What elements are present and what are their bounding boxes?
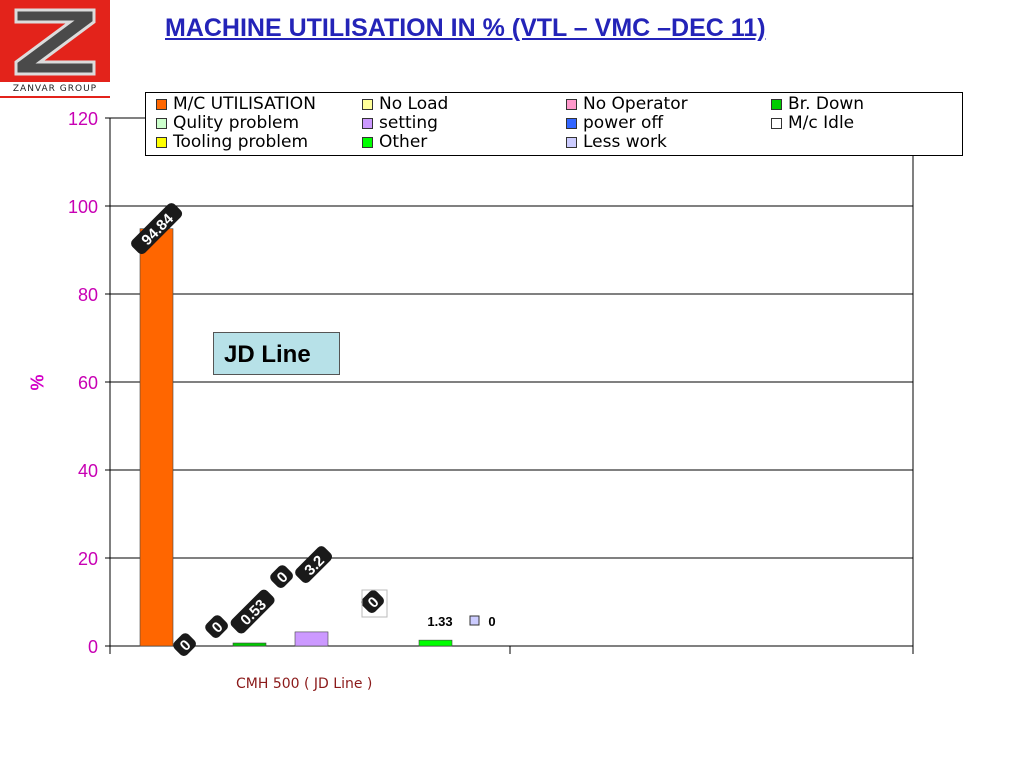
company-logo: ZANVAR GROUP: [0, 0, 110, 98]
legend-label: Other: [379, 132, 428, 152]
logo-text: ZANVAR GROUP: [12, 84, 98, 94]
data-label: 0: [270, 565, 293, 588]
legend-swatch: [156, 98, 167, 110]
legend-swatch: [566, 98, 577, 110]
y-tick-label: 60: [78, 373, 98, 393]
logo-mark: [0, 0, 110, 82]
y-tick-label: 40: [78, 461, 98, 481]
y-tick-label: 100: [68, 197, 98, 217]
label-frame: [361, 589, 388, 618]
legend-label: Less work: [583, 132, 667, 152]
data-label: 0: [205, 615, 228, 638]
legend-label: No Operator: [583, 94, 688, 114]
legend-item: No Load: [362, 95, 448, 113]
data-label-text: 1.33: [427, 614, 452, 629]
legend-item: Other: [362, 133, 427, 151]
legend-label: Qulity problem: [173, 113, 300, 133]
legend-item: Tooling problem: [156, 133, 308, 151]
legend-item: power off: [566, 114, 663, 132]
legend-item: Qulity problem: [156, 114, 299, 132]
data-label-badge: [205, 615, 228, 638]
legend-label: M/C UTILISATION: [173, 94, 316, 114]
data-label-badge: [295, 546, 333, 584]
legend-label: No Load: [379, 94, 449, 114]
legend-swatch: [771, 117, 782, 129]
data-label-badge: [361, 590, 384, 613]
data-label-badge: [230, 589, 275, 634]
page-title: MACHINE UTILISATION IN % (VTL – VMC –DEC…: [165, 14, 766, 42]
y-tick-label: 0: [88, 637, 98, 657]
legend-item: Br. Down: [771, 95, 864, 113]
data-label: 0: [469, 614, 496, 629]
legend-swatch: [156, 117, 167, 129]
bar: [418, 639, 453, 647]
legend-swatch: [362, 98, 373, 110]
legend-label: setting: [379, 113, 438, 133]
y-tick-label: 80: [78, 285, 98, 305]
data-label-badge: [131, 203, 183, 255]
legend-swatch: [362, 117, 373, 129]
data-label-badge: [173, 633, 196, 656]
legend-swatch: [362, 136, 373, 148]
y-tick-label: 120: [68, 109, 98, 129]
data-label-badge: [270, 565, 293, 588]
legend-item: setting: [362, 114, 438, 132]
jd-line-callout: JD Line: [213, 332, 340, 375]
y-tick-label: 20: [78, 549, 98, 569]
x-category-label: CMH 500 ( JD Line ): [236, 676, 373, 692]
legend-item: Less work: [566, 133, 667, 151]
legend-label: Br. Down: [788, 94, 865, 114]
label-swatch: [469, 615, 480, 626]
data-label-text: 0: [488, 614, 495, 629]
chart-legend: M/C UTILISATION No Load No Operator Br. Dow…: [145, 92, 963, 156]
bar: [139, 228, 174, 647]
legend-label: power off: [583, 113, 664, 133]
z-logo-icon: [14, 8, 96, 76]
legend-swatch: [156, 136, 167, 148]
legend-swatch: [771, 98, 782, 110]
y-axis-label: %: [27, 374, 48, 391]
legend-swatch: [566, 117, 577, 129]
bar: [232, 642, 267, 647]
legend-swatch: [566, 136, 577, 148]
data-label: 1.33: [427, 614, 452, 629]
legend-label: M/c Idle: [788, 113, 855, 133]
data-label: 0: [173, 633, 196, 656]
data-label: 0: [361, 590, 384, 613]
legend-item: M/C UTILISATION: [156, 95, 316, 113]
bar: [294, 631, 329, 647]
legend-item: M/c Idle: [771, 114, 854, 132]
logo-underline: [0, 96, 110, 98]
legend-item: No Operator: [566, 95, 688, 113]
legend-label: Tooling problem: [173, 132, 309, 152]
